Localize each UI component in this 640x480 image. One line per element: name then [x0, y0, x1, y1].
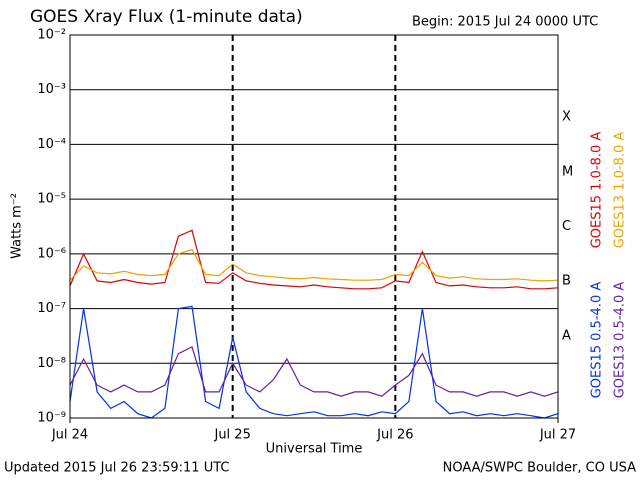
y-tick-label: 10⁻⁶ [37, 246, 66, 261]
y-axis-label: Watts m⁻² [10, 193, 25, 259]
y-tick-label: 10⁻² [37, 28, 66, 43]
y-tick-label: 10⁻³ [37, 82, 66, 97]
flare-class-label: B [562, 274, 571, 289]
data-line [69, 345, 559, 397]
y-tick-label: 10⁻⁵ [37, 192, 66, 207]
y-tick-label: 10⁻⁴ [37, 137, 66, 152]
legend-label: GOES13 0.5-4.0 A [613, 282, 628, 399]
x-axis-label: Universal Time [266, 442, 363, 457]
source: NOAA/SWPC Boulder, CO USA [443, 461, 636, 476]
y-tick-label: 10⁻⁷ [37, 301, 66, 316]
data-line [69, 305, 559, 419]
legend-label: GOES15 1.0-8.0 A [590, 132, 605, 249]
data-line [69, 229, 559, 290]
flare-class-label: A [562, 328, 571, 343]
x-tick-label: Jul 24 [51, 428, 88, 443]
x-tick-label: Jul 26 [376, 428, 413, 443]
x-tick-label: Jul 25 [213, 428, 250, 443]
chart-title: GOES Xray Flux (1-minute data) [30, 7, 303, 27]
flare-class-label: C [562, 219, 571, 234]
begin-time: Begin: 2015 Jul 24 0000 UTC [412, 15, 598, 30]
legend-label: GOES15 0.5-4.0 A [590, 282, 605, 399]
y-tick-label: 10⁻⁸ [37, 356, 66, 371]
x-tick-label: Jul 27 [539, 428, 576, 443]
data-line [69, 248, 559, 282]
y-tick-label: 10⁻⁹ [37, 411, 66, 426]
legend-label: GOES13 1.0-8.0 A [613, 132, 628, 249]
flare-class-label: X [562, 110, 571, 125]
flare-class-label: M [562, 164, 573, 179]
plot-frame [69, 34, 559, 419]
updated-time: Updated 2015 Jul 26 23:59:11 UTC [4, 461, 229, 476]
